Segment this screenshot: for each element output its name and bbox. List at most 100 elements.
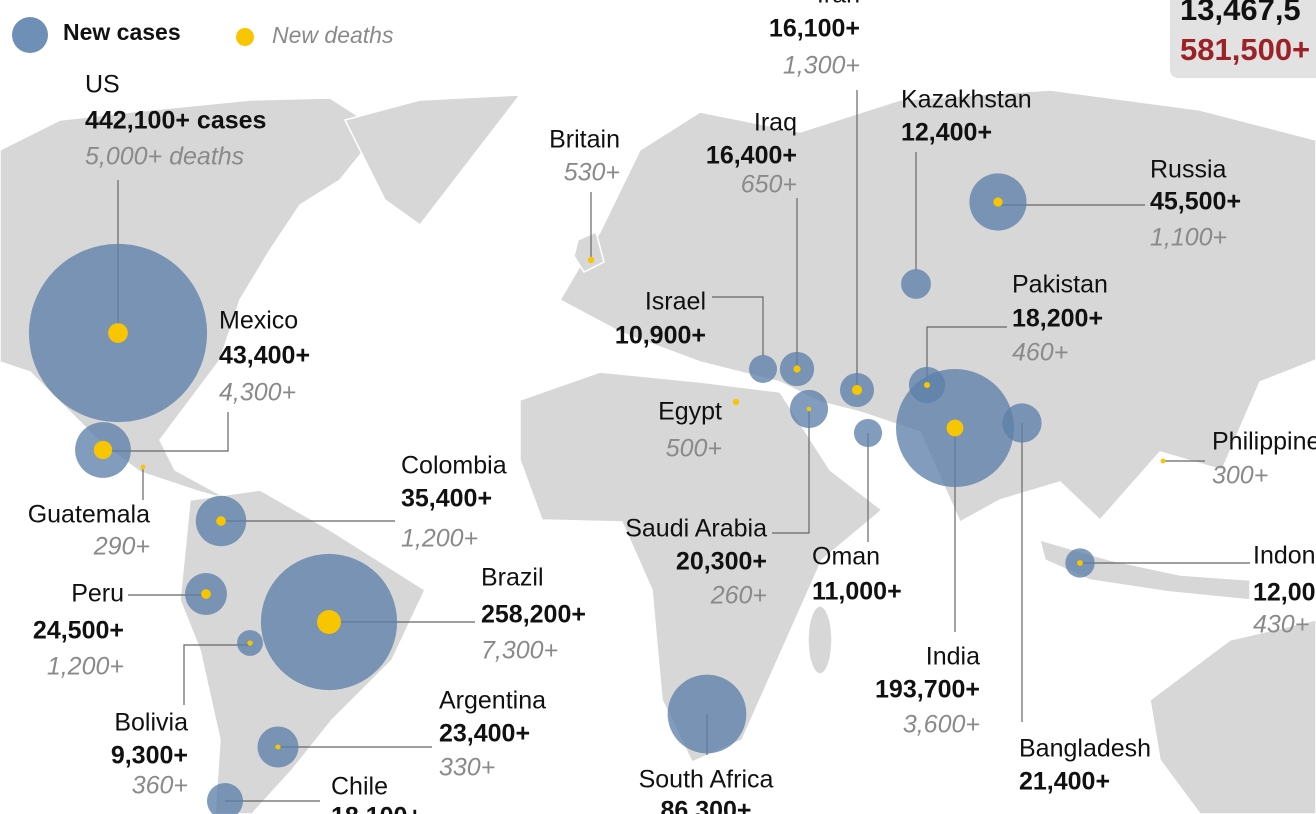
death-label: 5,000+ deaths [85, 143, 244, 171]
legend: New cases New deaths [12, 17, 394, 53]
case-label: 21,400+ [1019, 768, 1110, 796]
case-label: 10,900+ [615, 322, 706, 350]
death-label: 260+ [710, 582, 767, 610]
death-label: 330+ [439, 754, 495, 782]
greenland [343, 94, 522, 227]
case-label: 24,500+ [33, 617, 124, 645]
country-name: US [85, 71, 120, 99]
death-label: 530+ [564, 159, 620, 187]
country-name: Kazakhstan [901, 86, 1032, 114]
death-dot [1160, 458, 1166, 464]
country-name: Chile [331, 773, 388, 801]
case-label: 16,400+ [706, 142, 797, 170]
country-name: Saudi Arabia [625, 515, 767, 543]
britain [573, 230, 605, 273]
leader-lines [103, 90, 1250, 802]
leader-line [103, 412, 229, 452]
death-dot [140, 464, 146, 470]
case-label: 258,200+ [481, 601, 586, 629]
case-label: 35,400+ [401, 485, 492, 513]
markers: 442,100+ cases 5,000+ deaths US 43,400+ 4,30… [28, 0, 1316, 814]
death-dot [317, 610, 341, 634]
country-name: Pakistan [1012, 271, 1108, 299]
death-dots [93, 197, 1166, 750]
total-cases: 13,467,5 [1180, 0, 1301, 27]
death-dot [923, 381, 931, 389]
case-label: 18,100+ [331, 803, 422, 814]
country-name: Iraq [754, 109, 797, 137]
totals-background [1170, 0, 1316, 78]
land [0, 89, 1316, 814]
death-dot [851, 384, 863, 396]
death-label: 7,300+ [481, 637, 558, 665]
death-label: 650+ [741, 171, 797, 199]
case-bubble [901, 269, 931, 299]
country-name: Iran [817, 0, 860, 9]
death-label: 1,100+ [1150, 224, 1227, 252]
country-name: Egypt [658, 398, 722, 426]
death-label: 500+ [666, 435, 722, 463]
case-label: 16,100+ [769, 15, 860, 43]
case-label: 18,200+ [1012, 305, 1103, 333]
country-name: Israel [645, 288, 706, 316]
death-dot [946, 419, 964, 437]
case-label: 86,300+ [660, 797, 751, 814]
case-label: 23,400+ [439, 720, 530, 748]
death-dot [732, 398, 740, 406]
indonesia [1038, 538, 1251, 601]
country-name: Russia [1150, 156, 1227, 184]
country-name: Britain [549, 126, 620, 154]
death-dot [793, 365, 801, 373]
case-label: 12,400+ [901, 119, 992, 147]
death-dot [247, 640, 253, 646]
country-name: Mexico [219, 307, 298, 335]
death-dot [993, 197, 1003, 207]
country-name: India [926, 643, 980, 671]
death-label: 4,300+ [219, 379, 296, 407]
death-dot [806, 406, 812, 412]
legend-cases-swatch [12, 17, 48, 53]
death-dot [1077, 560, 1083, 566]
africa [519, 371, 884, 763]
case-label: 442,100+ cases [85, 107, 266, 135]
labels: 442,100+ cases 5,000+ deaths US 43,400+ 4,30… [28, 0, 1316, 814]
case-bubble [749, 355, 777, 383]
australia [1149, 619, 1316, 814]
legend-cases-label: New cases [63, 19, 181, 45]
case-bubble [1002, 403, 1042, 443]
death-label: 1,300+ [783, 52, 860, 80]
death-dot [93, 440, 113, 460]
death-label: 290+ [93, 533, 150, 561]
total-deaths: 581,500+ [1180, 32, 1310, 67]
country-name: South Africa [639, 766, 774, 794]
case-label: 9,300+ [111, 742, 188, 770]
country-name: Brazil [481, 564, 544, 592]
case-bubble [667, 674, 747, 754]
country-name: Guatemala [28, 501, 150, 529]
country-name: Oman [812, 543, 880, 571]
legend-deaths-label: New deaths [272, 22, 394, 48]
country-name: Bangladesh [1019, 735, 1151, 763]
death-dot [201, 589, 211, 599]
case-label: 43,400+ [219, 342, 310, 370]
death-label: 360+ [132, 772, 188, 800]
death-label: 430+ [1253, 611, 1309, 639]
death-label: 1,200+ [47, 653, 124, 681]
leader-line [183, 644, 250, 705]
death-label: 460+ [1012, 339, 1068, 367]
leader-line [712, 296, 764, 356]
country-name: Indonesia [1253, 542, 1316, 570]
case-bubble [853, 418, 883, 448]
death-dot [587, 256, 595, 264]
leader-line [772, 409, 810, 534]
country-name: Peru [71, 580, 124, 608]
death-dot [216, 516, 226, 526]
country-name: Bolivia [114, 709, 188, 737]
totals-box: 13,467,5 581,500+ [1170, 0, 1316, 78]
case-label: 12,000+ [1253, 579, 1316, 607]
case-label: 20,300+ [676, 548, 767, 576]
country-name: Argentina [439, 687, 546, 715]
case-bubble [206, 782, 244, 814]
case-label: 45,500+ [1150, 188, 1241, 216]
